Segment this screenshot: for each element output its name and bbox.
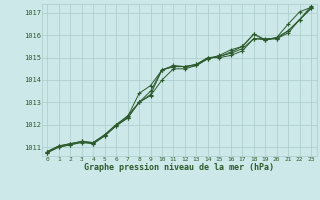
X-axis label: Graphe pression niveau de la mer (hPa): Graphe pression niveau de la mer (hPa) [84,163,274,172]
